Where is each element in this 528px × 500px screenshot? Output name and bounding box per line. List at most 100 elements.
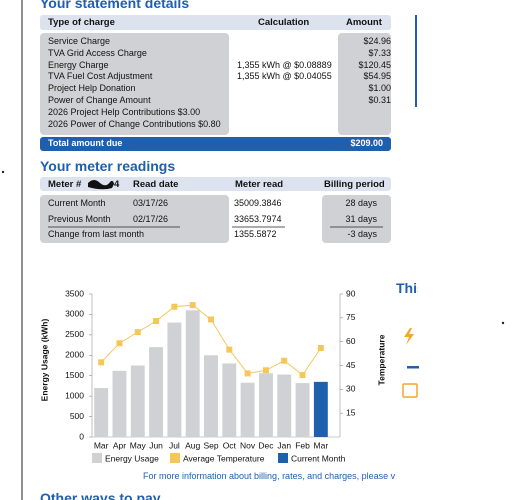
legend-label: Energy Usage xyxy=(105,453,159,463)
charge-type: TVA Grid Access Charge xyxy=(48,47,147,58)
x-tick-label: Mar xyxy=(314,440,329,450)
marker xyxy=(134,329,141,336)
dash-icon xyxy=(407,366,419,369)
marker xyxy=(317,345,324,352)
redaction xyxy=(88,180,114,190)
legend-swatch xyxy=(170,453,180,463)
charge-type: Power of Change Amount xyxy=(48,95,151,105)
legend-swatch xyxy=(92,453,102,463)
marker xyxy=(262,367,269,374)
header-bar xyxy=(40,15,391,30)
x-tick-label: Aug xyxy=(185,440,200,450)
period-box xyxy=(322,195,391,243)
total-amount: $209.00 xyxy=(350,138,383,148)
y-tick-label: 3000 xyxy=(65,309,84,319)
bar xyxy=(277,374,292,437)
x-tick-label: Jan xyxy=(277,440,291,450)
calculation: 1,355 kWh @ $0.04055 xyxy=(237,71,332,82)
total-bar xyxy=(40,137,391,151)
charge-type: TVA Fuel Cost Adjustment xyxy=(48,71,153,82)
row-label: Change from last month xyxy=(48,229,145,239)
col-header: Meter read xyxy=(235,179,284,190)
x-tick-label: May xyxy=(130,440,147,450)
col-header: Read date xyxy=(133,179,179,190)
dot xyxy=(501,321,505,325)
marker xyxy=(153,318,160,325)
col-header: Billing period xyxy=(324,179,385,190)
marker xyxy=(208,316,214,323)
y-tick-label: 500 xyxy=(70,411,84,421)
read-date: 02/17/26 xyxy=(133,213,169,224)
y2-tick-label: 15 xyxy=(346,407,356,417)
meter-read: 35009.3846 xyxy=(234,198,282,208)
billing-period: -3 days xyxy=(347,229,377,239)
bar xyxy=(130,365,145,437)
amount: $7.33 xyxy=(368,47,391,58)
col-header: Calculation xyxy=(258,17,310,28)
amount: $0.31 xyxy=(368,95,391,105)
calendar-icon xyxy=(402,383,418,398)
bar xyxy=(149,347,164,437)
col-header: Amount xyxy=(346,17,382,28)
bar xyxy=(295,383,310,437)
side-title: This xyxy=(396,280,418,296)
x-tick-label: Feb xyxy=(295,440,310,450)
bar xyxy=(204,355,218,437)
bar xyxy=(222,363,237,437)
amount: $1.00 xyxy=(368,83,391,94)
bar xyxy=(167,322,182,437)
x-tick-label: Sep xyxy=(203,440,218,450)
col-header: Type of charge xyxy=(48,17,115,28)
y2-axis-title: Temperature xyxy=(376,334,386,385)
y2-tick-label: 45 xyxy=(346,360,356,370)
charge-type: Service Charge xyxy=(48,36,111,46)
y-tick-label: 3500 xyxy=(65,288,84,298)
charge-type: Project Help Donation xyxy=(48,83,136,94)
section-title: Your meter readings xyxy=(40,158,176,174)
y-tick-label: 2500 xyxy=(65,329,84,339)
row-label: Previous Month xyxy=(48,213,111,224)
bar xyxy=(94,387,109,437)
y2-tick-label: 75 xyxy=(346,312,356,322)
y-tick-label: 0 xyxy=(79,431,84,441)
marker xyxy=(281,357,288,364)
header-bar xyxy=(40,177,391,191)
type-box xyxy=(40,33,229,135)
amount: $120.45 xyxy=(358,59,391,70)
bar xyxy=(313,381,328,437)
x-tick-label: Nov xyxy=(240,440,256,450)
meter-read: 33653.7974 xyxy=(234,213,282,224)
charge-type: 2026 Power of Change Contributions $0.80 xyxy=(48,118,221,129)
row-label: Current Month xyxy=(48,198,106,208)
meter-suffix: 4 xyxy=(114,179,120,190)
charge-type: 2026 Project Help Contributions $3.00 xyxy=(48,106,201,117)
x-tick-label: Apr xyxy=(113,440,126,450)
footer-note: For more information about billing, rate… xyxy=(143,471,396,481)
calculation: 1,355 kWh @ $0.08889 xyxy=(237,59,332,70)
bolt-icon xyxy=(404,328,414,345)
x-tick-label: Jul xyxy=(169,440,180,450)
x-tick-label: Mar xyxy=(94,440,109,450)
marker xyxy=(226,346,233,353)
marker xyxy=(244,370,251,377)
marker xyxy=(171,303,178,310)
total-label: Total amount due xyxy=(48,138,123,148)
x-tick-label: Jun xyxy=(149,440,163,450)
y2-tick-label: 60 xyxy=(346,336,356,346)
charge-type: Energy Charge xyxy=(48,59,109,70)
label-box xyxy=(40,195,229,243)
marker xyxy=(299,372,306,379)
bar xyxy=(240,382,255,437)
y-tick-label: 2000 xyxy=(65,350,84,360)
y2-tick-label: 30 xyxy=(346,384,356,394)
next-title: Other ways to pay xyxy=(40,490,161,500)
amount-box xyxy=(338,33,391,135)
section-title: Your statement details xyxy=(40,0,190,11)
meter-label: Meter # xyxy=(48,179,82,190)
y-tick-label: 1000 xyxy=(65,390,84,400)
y-axis-title: Energy Usage (kWh) xyxy=(39,319,49,402)
meter-read: 1355.5872 xyxy=(234,229,277,239)
dot xyxy=(1,170,5,174)
